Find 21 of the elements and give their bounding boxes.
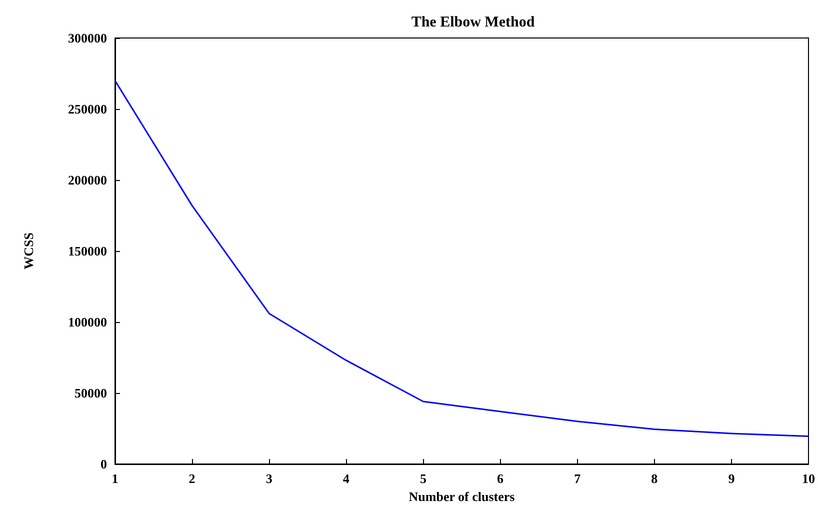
y-tick-label: 0 xyxy=(100,456,107,472)
x-tick-label: 2 xyxy=(188,471,196,486)
x-tick-label: 9 xyxy=(728,471,736,486)
y-tick-label: 100000 xyxy=(68,314,107,330)
x-tick-label: 6 xyxy=(497,471,504,486)
x-tick-label: 4 xyxy=(342,471,350,486)
x-tick-label: 10 xyxy=(802,471,815,486)
x-tick-label: 1 xyxy=(112,471,118,486)
x-tick-label: 7 xyxy=(574,471,582,486)
y-tick-label: 250000 xyxy=(68,102,107,116)
y-tick-label: 200000 xyxy=(68,172,107,188)
line-series xyxy=(114,80,810,438)
y-tick-label: 150000 xyxy=(68,244,107,258)
chart-title: The Elbow Method xyxy=(411,14,536,30)
x-axis-title: Number of clusters xyxy=(408,488,515,504)
x-tick-label: 8 xyxy=(651,471,658,486)
y-tick-label: 50000 xyxy=(74,386,107,400)
y-tick-label: 300000 xyxy=(68,30,107,46)
x-tick-label: 3 xyxy=(266,471,273,486)
x-tick-label: 5 xyxy=(420,471,427,486)
y-axis-title: WCSS xyxy=(21,232,36,270)
